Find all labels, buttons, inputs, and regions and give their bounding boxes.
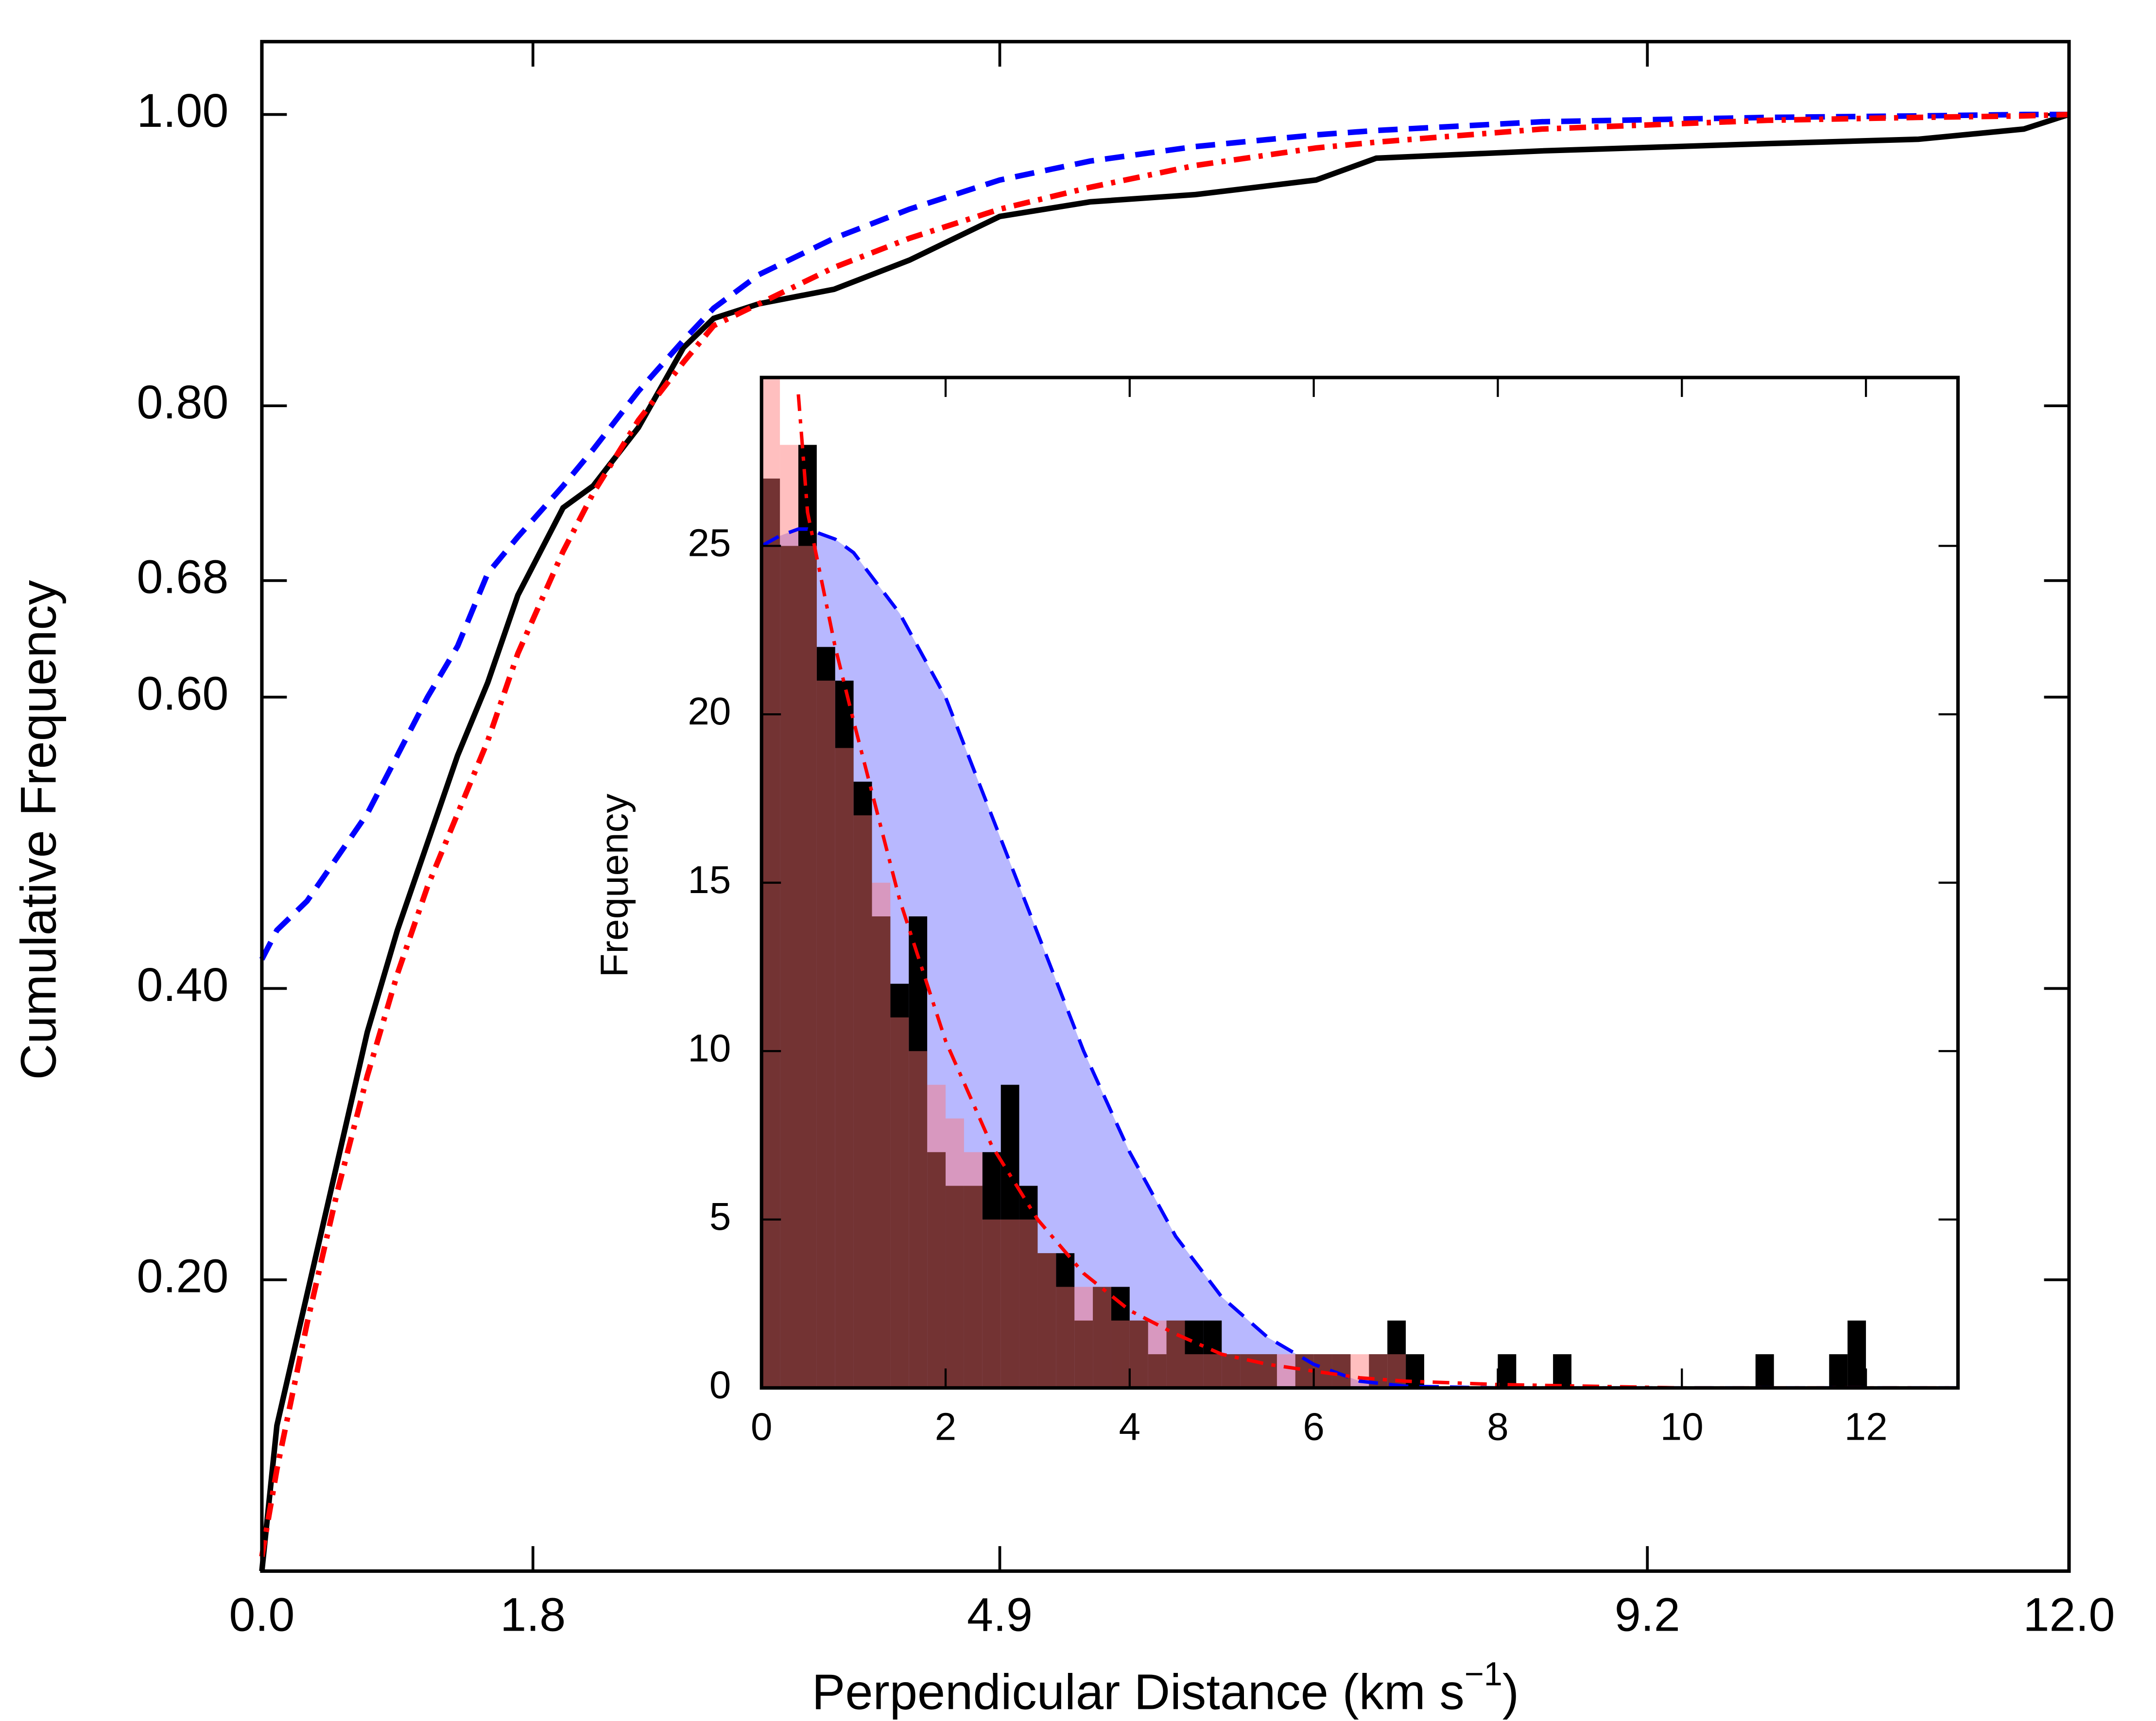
x-tick-label: 1.8 bbox=[500, 1588, 566, 1641]
histogram-bar bbox=[890, 1017, 909, 1388]
histogram-bar bbox=[909, 1051, 928, 1388]
density-line bbox=[761, 527, 1958, 1388]
histogram-bar bbox=[835, 748, 854, 1388]
plot-frame bbox=[260, 40, 2071, 1573]
histogram-bar bbox=[1129, 1320, 1148, 1388]
histogram-bar bbox=[1093, 1287, 1111, 1388]
inset-y-tick-label: 25 bbox=[688, 521, 731, 565]
inset-y-tick-label: 0 bbox=[709, 1363, 731, 1407]
y-tick-label: 1.00 bbox=[137, 84, 228, 137]
histogram-bar bbox=[761, 478, 780, 1388]
histogram-bar bbox=[853, 781, 872, 1388]
cdf-line bbox=[259, 112, 2070, 1572]
histogram-bar bbox=[1148, 1354, 1167, 1388]
y-axis-label: Cumulative Frequency bbox=[11, 580, 67, 1080]
x-tick-label: 4.9 bbox=[967, 1588, 1033, 1641]
x-axis-label: Perpendicular Distance (km s−1) bbox=[812, 1655, 1519, 1720]
x-label-end: ) bbox=[1502, 1664, 1519, 1720]
histogram-bar bbox=[964, 1186, 983, 1388]
histogram-bar bbox=[964, 1152, 983, 1388]
y-tick-label: 0.80 bbox=[137, 376, 228, 429]
histogram-bar bbox=[1387, 1320, 1406, 1388]
inset-y-tick-label: 5 bbox=[709, 1195, 731, 1238]
histogram-bar bbox=[927, 1084, 946, 1388]
inset-x-tick-label: 4 bbox=[1119, 1405, 1140, 1448]
histogram-bar bbox=[1185, 1320, 1204, 1388]
histogram-bar bbox=[946, 1186, 964, 1388]
histogram-bar bbox=[1222, 1354, 1241, 1388]
histogram-bar bbox=[1074, 1320, 1093, 1388]
histogram-bar bbox=[1203, 1354, 1222, 1388]
inset-x-tick-label: 8 bbox=[1487, 1405, 1508, 1448]
histogram-bar bbox=[1755, 1354, 1774, 1388]
histogram-bar bbox=[1000, 1219, 1019, 1388]
cdf-line bbox=[259, 111, 2070, 1557]
histogram-bar bbox=[816, 647, 835, 1388]
histogram-bar bbox=[1074, 1287, 1093, 1388]
histogram-bar bbox=[1847, 1320, 1866, 1388]
histogram-bar bbox=[872, 916, 891, 1388]
histogram-bar bbox=[982, 1219, 1001, 1388]
histogram-bar bbox=[1829, 1354, 1848, 1388]
inset-x-tick-label: 0 bbox=[751, 1405, 772, 1448]
histogram-bar bbox=[1000, 1084, 1019, 1388]
histogram-bar bbox=[1129, 1320, 1148, 1388]
x-label-sup: −1 bbox=[1465, 1655, 1502, 1693]
inset-x-tick-label: 2 bbox=[935, 1405, 956, 1448]
x-tick-label: 0.0 bbox=[229, 1588, 294, 1641]
density-area bbox=[761, 529, 1958, 1388]
y-tick-label: 0.20 bbox=[137, 1250, 228, 1303]
histogram-bar bbox=[1259, 1354, 1277, 1388]
histogram-bar bbox=[1037, 1253, 1056, 1388]
inset-x-tick-label: 10 bbox=[1660, 1405, 1704, 1448]
histogram-bar bbox=[1056, 1253, 1075, 1388]
inset-y-tick-label: 20 bbox=[688, 689, 731, 733]
histogram-bar bbox=[1111, 1320, 1130, 1388]
histogram-bar bbox=[798, 445, 817, 1388]
inset-y-axis-label: Frequency bbox=[592, 793, 636, 977]
histogram-bar bbox=[1037, 1253, 1056, 1388]
inset-y-tick-label: 15 bbox=[688, 858, 731, 901]
histogram-bar bbox=[1222, 1354, 1241, 1388]
histogram-bar bbox=[1276, 1354, 1295, 1388]
histogram-bar bbox=[909, 916, 928, 1388]
histogram-bar bbox=[1166, 1320, 1185, 1388]
inset-y-tick-label: 10 bbox=[688, 1026, 731, 1069]
histogram-bar bbox=[798, 546, 817, 1388]
histogram-bar bbox=[1166, 1320, 1185, 1388]
histogram-bar bbox=[1056, 1287, 1075, 1388]
histogram-bar bbox=[946, 1118, 964, 1388]
x-tick-label: 12.0 bbox=[2023, 1588, 2115, 1641]
y-tick-label: 0.60 bbox=[137, 667, 228, 720]
x-label-text: Perpendicular Distance (km s bbox=[812, 1664, 1465, 1720]
inset-x-tick-label: 12 bbox=[1845, 1405, 1888, 1448]
histogram-bar bbox=[853, 815, 872, 1388]
cdf-line bbox=[259, 111, 2070, 961]
histogram-bar bbox=[927, 1152, 946, 1388]
histogram-bar bbox=[780, 445, 798, 1388]
histogram-bar bbox=[1259, 1354, 1277, 1388]
plot-frame bbox=[759, 376, 1960, 1390]
histogram-bar bbox=[872, 882, 891, 1388]
y-tick-label: 0.68 bbox=[137, 551, 228, 603]
histogram-bar bbox=[1019, 1186, 1038, 1388]
histogram-bar bbox=[890, 983, 909, 1388]
histogram-bar bbox=[1019, 1219, 1038, 1388]
histogram-bar bbox=[1498, 1354, 1517, 1388]
histogram-bar bbox=[835, 680, 854, 1388]
histogram-bar bbox=[1148, 1320, 1167, 1388]
histogram-bar bbox=[982, 1152, 1001, 1388]
histogram-bar bbox=[816, 680, 835, 1388]
histogram-bar bbox=[780, 546, 798, 1388]
histogram-bar bbox=[1093, 1287, 1111, 1388]
histogram-bar bbox=[1553, 1354, 1571, 1388]
x-tick-label: 9.2 bbox=[1615, 1588, 1680, 1641]
histogram-bar bbox=[1185, 1354, 1204, 1388]
inset-x-tick-label: 6 bbox=[1303, 1405, 1324, 1448]
y-tick-label: 0.40 bbox=[137, 958, 228, 1011]
